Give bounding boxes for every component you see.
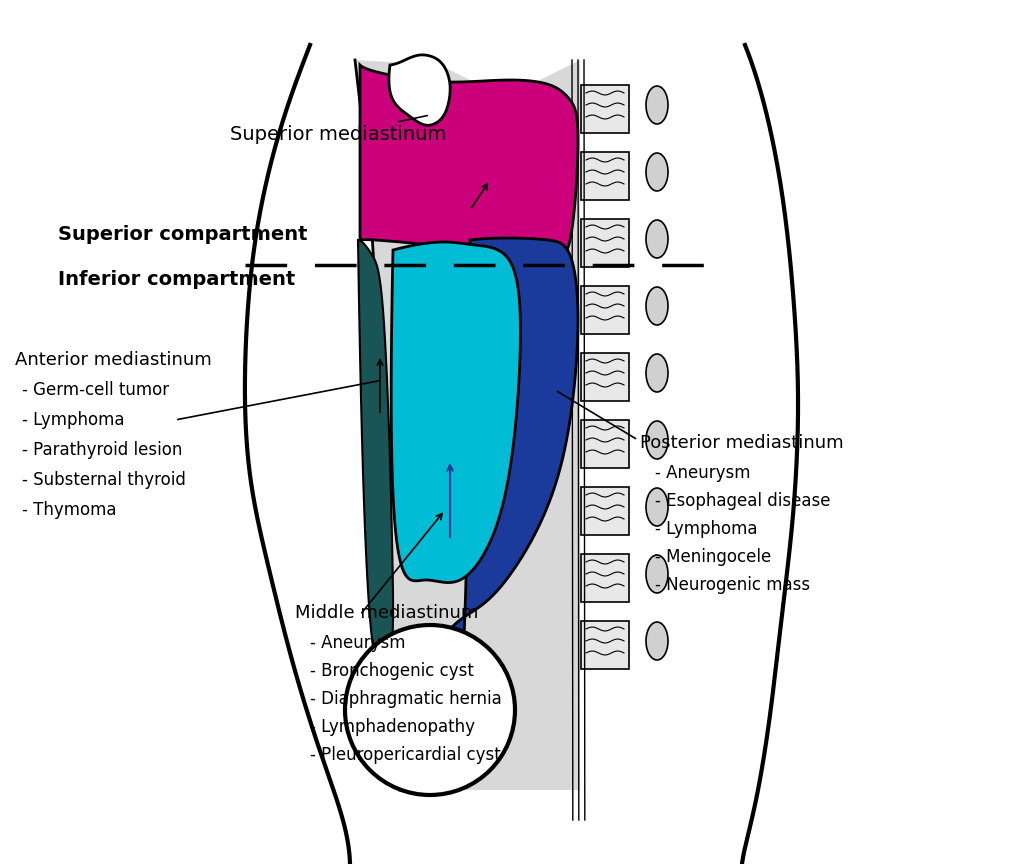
Ellipse shape — [646, 86, 668, 124]
Text: Middle mediastinum: Middle mediastinum — [295, 604, 478, 622]
Ellipse shape — [646, 220, 668, 258]
Ellipse shape — [646, 421, 668, 459]
FancyBboxPatch shape — [581, 286, 629, 334]
Text: - Meningocele: - Meningocele — [655, 548, 771, 566]
FancyBboxPatch shape — [581, 487, 629, 535]
Text: - Diaphragmatic hernia: - Diaphragmatic hernia — [310, 690, 502, 708]
Ellipse shape — [646, 153, 668, 191]
FancyBboxPatch shape — [581, 219, 629, 267]
Text: - Germ-cell tumor: - Germ-cell tumor — [22, 381, 169, 399]
Text: Posterior mediastinum: Posterior mediastinum — [640, 434, 844, 452]
Text: - Substernal thyroid: - Substernal thyroid — [22, 471, 186, 489]
Text: - Aneurysm: - Aneurysm — [310, 634, 406, 652]
Ellipse shape — [646, 354, 668, 392]
Ellipse shape — [646, 555, 668, 593]
Polygon shape — [358, 240, 393, 681]
Ellipse shape — [646, 622, 668, 660]
Text: - Aneurysm: - Aneurysm — [655, 464, 751, 482]
Polygon shape — [360, 65, 578, 257]
FancyBboxPatch shape — [581, 621, 629, 669]
Text: - Lymphoma: - Lymphoma — [655, 520, 758, 538]
Circle shape — [345, 625, 515, 795]
Text: Inferior compartment: Inferior compartment — [58, 270, 295, 289]
Text: - Neurogenic mass: - Neurogenic mass — [655, 576, 810, 594]
Polygon shape — [410, 238, 578, 734]
Text: - Lymphoma: - Lymphoma — [22, 411, 125, 429]
Text: - Bronchogenic cyst: - Bronchogenic cyst — [310, 662, 474, 680]
Text: Superior compartment: Superior compartment — [58, 225, 307, 244]
Text: Anterior mediastinum: Anterior mediastinum — [15, 351, 212, 369]
Polygon shape — [355, 60, 580, 790]
Ellipse shape — [646, 287, 668, 325]
Text: - Esophageal disease: - Esophageal disease — [655, 492, 830, 510]
Polygon shape — [391, 242, 520, 582]
Ellipse shape — [646, 488, 668, 526]
Polygon shape — [389, 55, 451, 125]
Text: - Parathyroid lesion: - Parathyroid lesion — [22, 441, 182, 459]
Text: - Lymphadenopathy: - Lymphadenopathy — [310, 718, 475, 736]
FancyBboxPatch shape — [581, 85, 629, 133]
FancyBboxPatch shape — [581, 353, 629, 401]
FancyBboxPatch shape — [581, 554, 629, 602]
FancyBboxPatch shape — [581, 420, 629, 468]
Text: Superior mediastinum: Superior mediastinum — [230, 116, 446, 144]
Text: - Pleuropericardial cyst: - Pleuropericardial cyst — [310, 746, 501, 764]
FancyBboxPatch shape — [581, 152, 629, 200]
Text: - Thymoma: - Thymoma — [22, 501, 117, 519]
